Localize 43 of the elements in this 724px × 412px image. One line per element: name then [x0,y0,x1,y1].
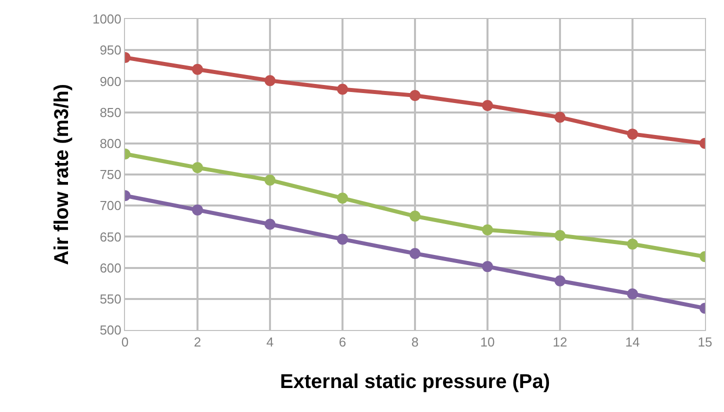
point [627,238,638,250]
x-tick-label: 0 [121,334,129,350]
x-tick-label: 6 [338,334,346,350]
point [627,128,638,140]
point [482,224,493,236]
y-tick-label: 900 [100,74,122,89]
point [264,218,276,230]
point [192,162,203,174]
x-tick-label: 15 [698,334,712,350]
x-tick-label: 4 [266,334,274,350]
point [410,90,420,102]
point [264,75,276,86]
x-tick-label: 10 [480,334,495,350]
point [337,192,348,204]
y-tick-label: 650 [100,229,122,244]
y-tick-label: 550 [100,291,122,306]
point [627,288,638,300]
x-tick-label: 12 [552,334,568,350]
point [482,100,493,111]
point [482,261,493,272]
y-tick-label: 700 [100,198,122,214]
point [554,230,566,241]
point [337,234,348,245]
y-tick-label: 800 [100,136,122,151]
x-tick-label: 2 [194,334,202,350]
point [554,112,566,123]
point [410,248,420,259]
point [264,174,276,186]
point [337,84,348,95]
point [410,210,420,222]
y-tick-label: 850 [100,104,122,120]
y-tick-label: 750 [100,167,122,182]
y-tick-label: 600 [100,260,122,276]
y-axis-title: Air flow rate (m3/h) [50,84,73,266]
point [192,204,203,216]
y-tick-label: 1000 [92,12,122,27]
y-tick-label: 950 [100,42,122,58]
x-axis-title: External static pressure (Pa) [280,371,550,394]
point [554,275,566,286]
y-tick-label: 500 [100,322,122,338]
point [192,64,203,75]
x-tick-label: 8 [411,334,419,350]
x-tick-label: 14 [625,334,640,350]
